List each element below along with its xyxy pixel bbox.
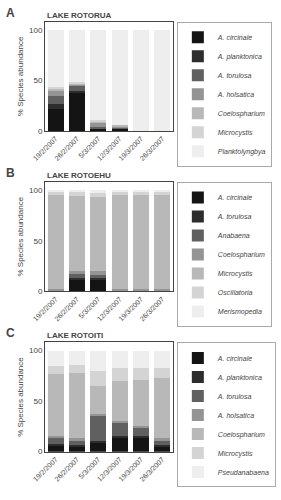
svg-text:Merismopedia: Merismopedia [218, 308, 262, 316]
svg-text:A: A [6, 6, 15, 20]
svg-text:26/3/2007: 26/3/2007 [139, 135, 166, 162]
svg-text:% Species abundance: % Species abundance [16, 357, 25, 437]
svg-text:19/3/2007: 19/3/2007 [117, 135, 144, 162]
svg-text:26/2/2007: 26/2/2007 [53, 135, 80, 162]
svg-text:5/3/2007: 5/3/2007 [77, 456, 101, 480]
svg-text:0: 0 [38, 287, 43, 296]
svg-text:0: 0 [38, 447, 43, 456]
svg-text:26/3/2007: 26/3/2007 [139, 456, 166, 483]
svg-text:A. torulosa: A. torulosa [217, 393, 252, 400]
svg-text:% Species abundance: % Species abundance [16, 196, 25, 276]
svg-text:5/3/2007: 5/3/2007 [77, 295, 101, 319]
svg-text:LAKE ROTORUA: LAKE ROTORUA [47, 11, 112, 20]
svg-text:A. circinale: A. circinale [217, 34, 252, 41]
svg-text:LAKE ROTOITI: LAKE ROTOITI [47, 331, 103, 340]
svg-text:100: 100 [29, 186, 43, 195]
svg-text:Coelospharium: Coelospharium [218, 110, 265, 118]
svg-text:Coelospharium: Coelospharium [218, 251, 265, 259]
svg-text:A. circinale: A. circinale [217, 355, 252, 362]
svg-text:5/3/2007: 5/3/2007 [77, 135, 101, 159]
svg-text:C: C [6, 326, 15, 340]
svg-text:12/3/2007: 12/3/2007 [96, 135, 123, 162]
svg-text:19/3/2007: 19/3/2007 [117, 456, 144, 483]
svg-text:12/3/2007: 12/3/2007 [96, 456, 123, 483]
svg-text:A. circinale: A. circinale [217, 194, 252, 201]
svg-text:Microcystis: Microcystis [218, 450, 253, 458]
svg-text:Planktolyngbya: Planktolyngbya [218, 148, 266, 156]
svg-text:A. holsatica: A. holsatica [217, 91, 254, 98]
svg-text:A. holsatica: A. holsatica [217, 412, 254, 419]
svg-text:A. planktonica: A. planktonica [217, 53, 262, 61]
svg-text:Microcystis: Microcystis [218, 129, 253, 137]
svg-text:50: 50 [33, 237, 42, 246]
svg-text:Anabaena: Anabaena [217, 232, 250, 239]
svg-text:% Species abundance: % Species abundance [16, 36, 25, 116]
svg-text:19/2/2007: 19/2/2007 [32, 295, 59, 322]
svg-text:26/3/2007: 26/3/2007 [139, 295, 166, 322]
svg-text:0: 0 [38, 127, 43, 136]
svg-text:Pseudanabaena: Pseudanabaena [218, 469, 269, 476]
svg-text:B: B [6, 166, 15, 180]
svg-text:LAKE ROTOEHU: LAKE ROTOEHU [47, 171, 111, 180]
svg-text:Oscillatoria: Oscillatoria [218, 289, 253, 296]
svg-text:100: 100 [29, 346, 43, 355]
svg-text:Coelospharium: Coelospharium [218, 431, 265, 439]
svg-text:100: 100 [29, 26, 43, 35]
svg-text:26/2/2007: 26/2/2007 [53, 295, 80, 322]
svg-text:Microcystis: Microcystis [218, 270, 253, 278]
svg-text:26/2/2007: 26/2/2007 [53, 456, 80, 483]
svg-text:A. torulosa: A. torulosa [217, 213, 252, 220]
svg-text:19/3/2007: 19/3/2007 [117, 295, 144, 322]
svg-text:19/2/2007: 19/2/2007 [32, 135, 59, 162]
svg-text:A. torulosa: A. torulosa [217, 72, 252, 79]
svg-text:12/3/2007: 12/3/2007 [96, 295, 123, 322]
svg-text:19/2/2007: 19/2/2007 [32, 456, 59, 483]
svg-text:50: 50 [33, 397, 42, 406]
svg-text:50: 50 [33, 76, 42, 85]
svg-text:A. planktonica: A. planktonica [217, 374, 262, 382]
